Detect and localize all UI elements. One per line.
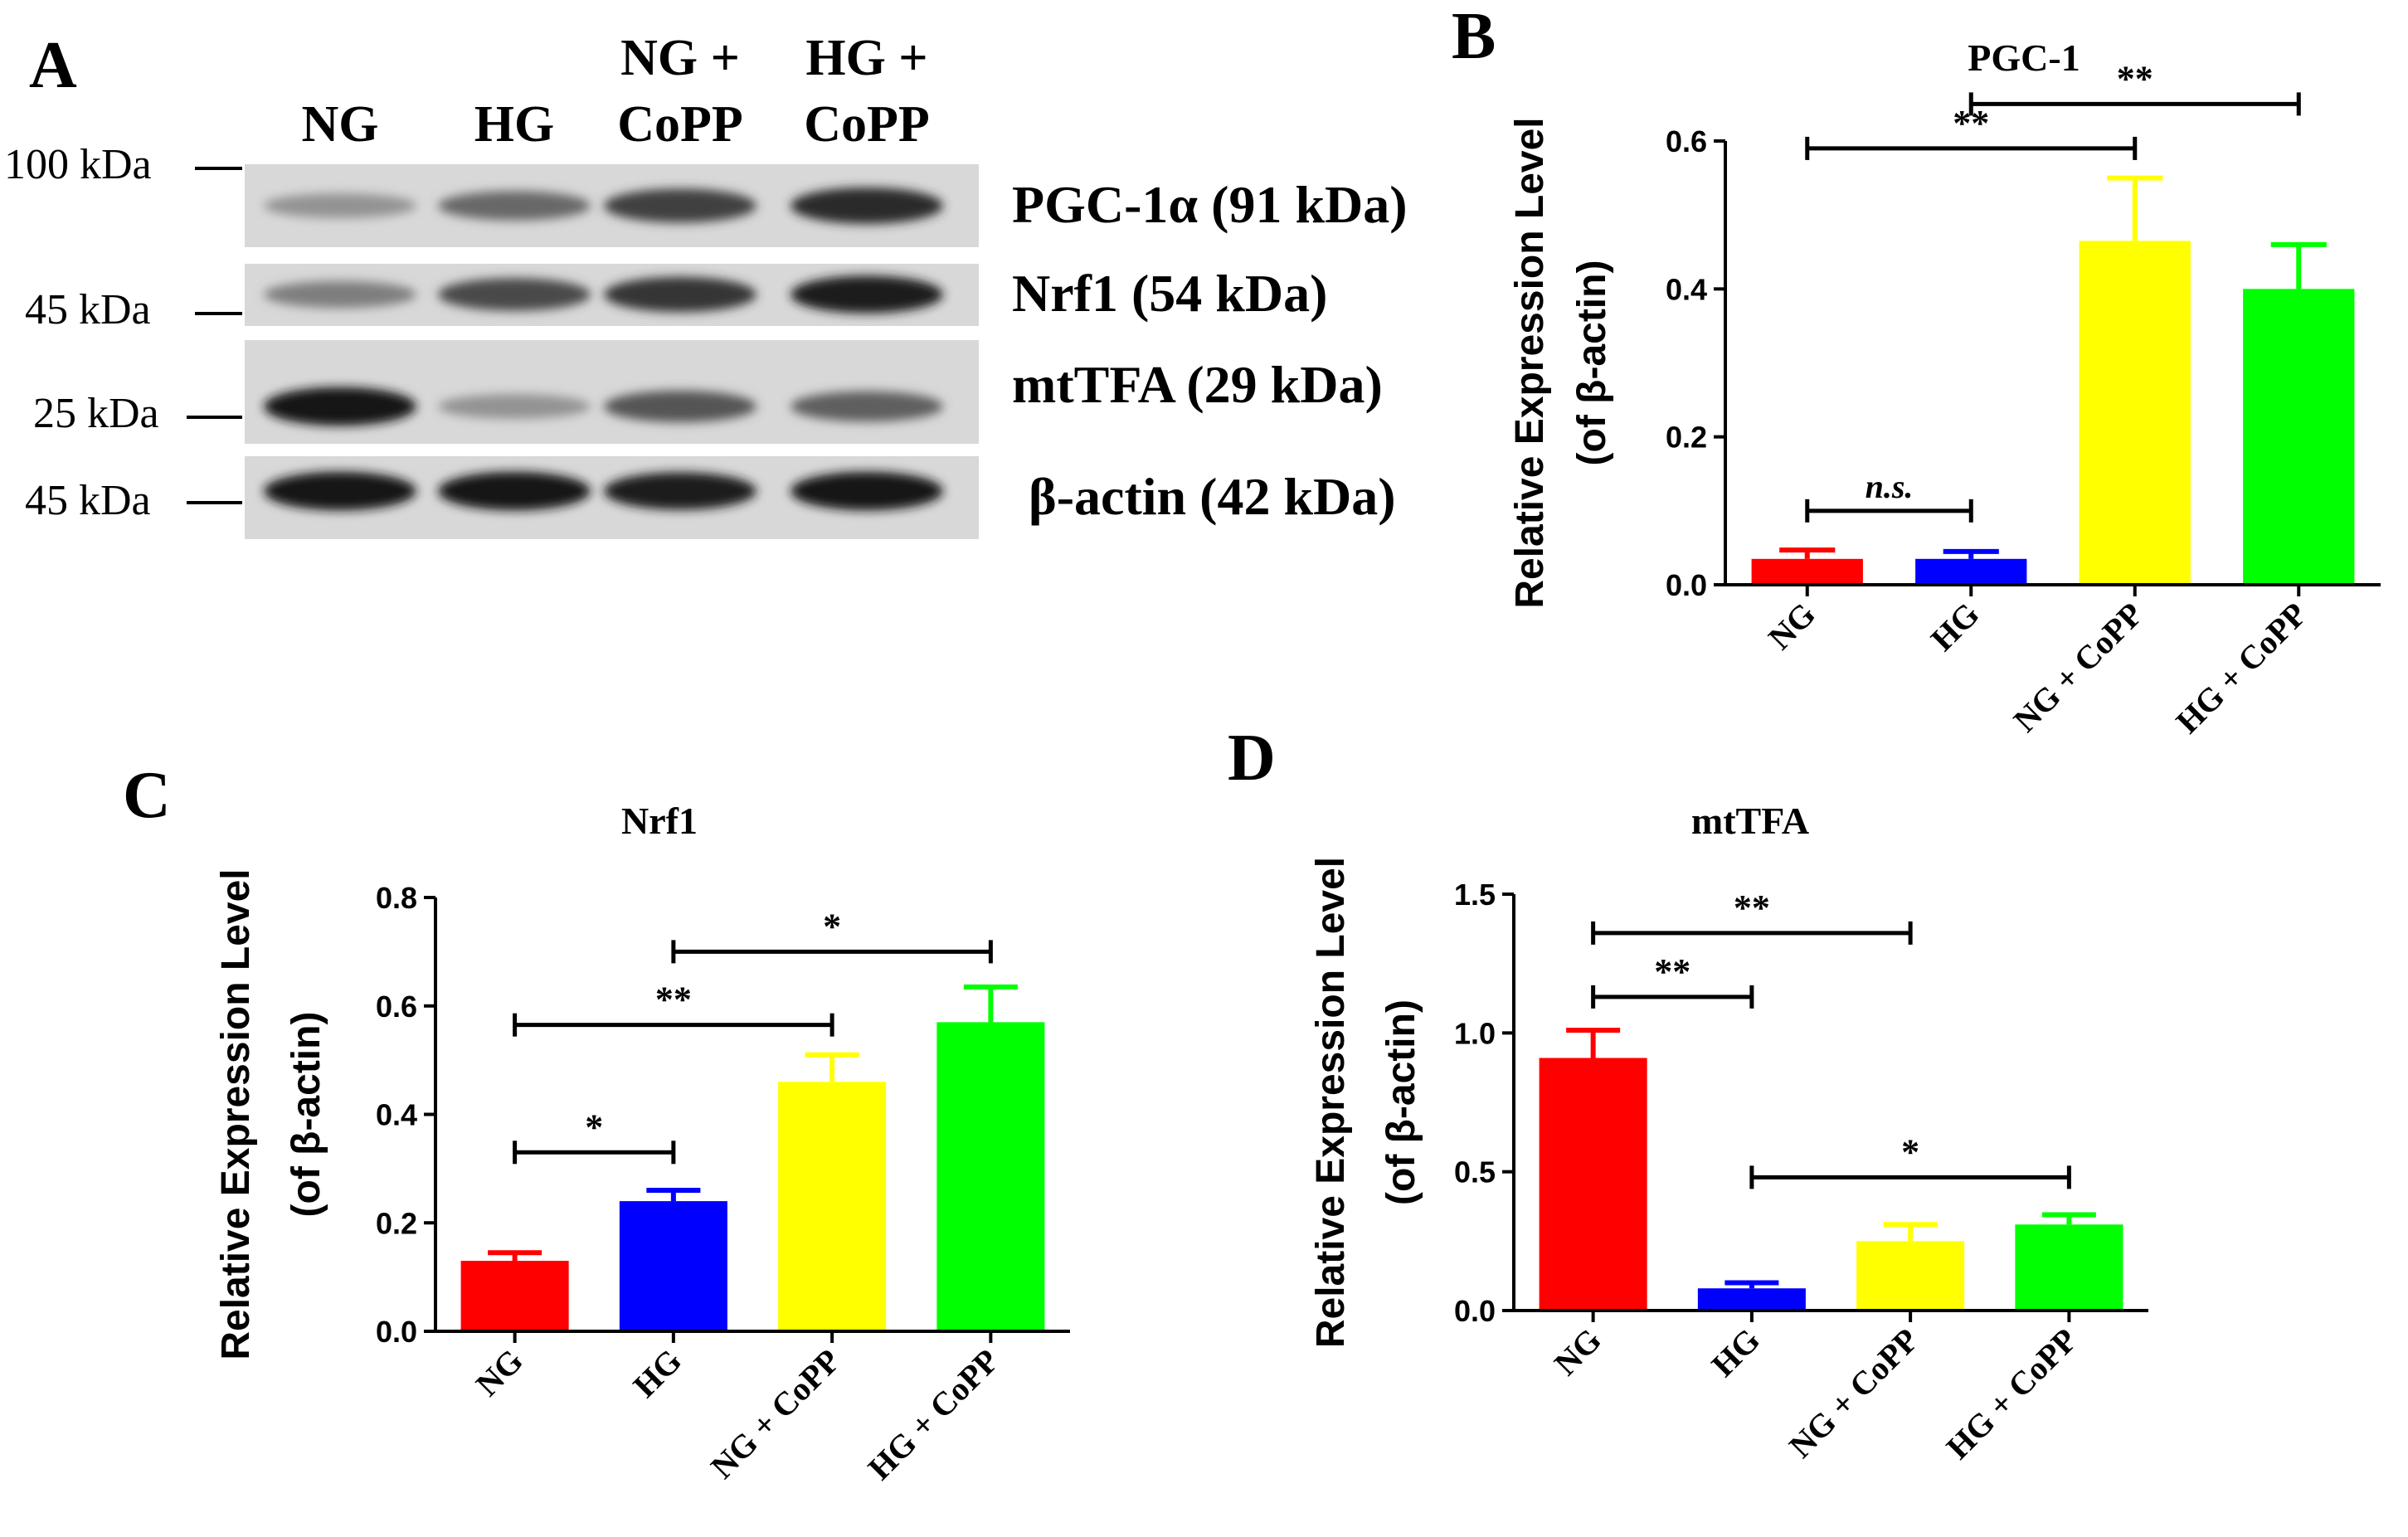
bar-ng-copp bbox=[778, 1082, 887, 1331]
significance-label: * bbox=[585, 1107, 603, 1147]
blot-band bbox=[791, 187, 943, 224]
bar-hg bbox=[1697, 1288, 1806, 1311]
blot-band bbox=[604, 472, 756, 510]
x-tick-label: HG bbox=[1924, 596, 1987, 659]
blot-band bbox=[438, 278, 591, 311]
panel-b-letter: B bbox=[1452, 0, 1496, 73]
blot-band bbox=[791, 275, 943, 314]
y-tick-label: 0.5 bbox=[1454, 1155, 1496, 1189]
chart-title: Nrf1 bbox=[621, 800, 698, 842]
significance-label: ** bbox=[2117, 58, 2153, 99]
x-tick-label: NG bbox=[1761, 596, 1822, 657]
significance-label: ** bbox=[1734, 888, 1770, 928]
blot-band bbox=[604, 188, 756, 223]
chart-b-pgc1: B PGC-1 Relative Expression Level (of β-act… bbox=[1452, 0, 2381, 741]
y-axis-label: Relative Expression Level bbox=[214, 868, 258, 1359]
y-tick-label: 0.6 bbox=[1666, 124, 1707, 158]
y-tick-label: 0.0 bbox=[376, 1315, 417, 1349]
bar-ng-copp bbox=[1856, 1241, 1965, 1311]
y-tick-label: 0.0 bbox=[1454, 1294, 1496, 1328]
y-tick-label: 0.2 bbox=[376, 1206, 417, 1240]
lane-headers: NG HG NG + CoPP HG + CoPP bbox=[302, 30, 930, 153]
y-tick-label: 0.2 bbox=[1666, 421, 1707, 455]
bar-hg bbox=[1915, 558, 2027, 585]
y-tick-label: 1.0 bbox=[1454, 1016, 1496, 1050]
significance-label: ** bbox=[655, 980, 692, 1020]
bar-hg-copp bbox=[2243, 289, 2355, 585]
x-tick-label: NG + CoPP bbox=[703, 1342, 848, 1486]
y-tick-label: 0.6 bbox=[376, 990, 417, 1024]
y-axis-label: Relative Expression Level bbox=[1309, 857, 1353, 1348]
y-tick-label: 0.0 bbox=[1666, 568, 1707, 602]
bar-hg bbox=[619, 1201, 727, 1331]
y-tick-label: 0.8 bbox=[376, 881, 417, 915]
marker-label-100kda: 100 kDa bbox=[4, 141, 152, 188]
x-tick-label: HG + CoPP bbox=[2168, 596, 2313, 741]
y-axis-label: (of β-actin) bbox=[1570, 260, 1614, 466]
lane-header-hg: HG bbox=[474, 96, 554, 153]
marker-label-45kda-a: 45 kDa bbox=[25, 286, 151, 333]
y-tick-label: 0.4 bbox=[376, 1098, 417, 1132]
blot-strips bbox=[245, 164, 979, 539]
bar-hg-copp bbox=[2015, 1224, 2123, 1311]
significance-label: * bbox=[1901, 1131, 1919, 1172]
x-tick-label: NG bbox=[1547, 1321, 1608, 1383]
x-tick-label: NG bbox=[469, 1342, 530, 1403]
marker-label-25kda: 25 kDa bbox=[33, 390, 159, 437]
blot-band bbox=[264, 471, 416, 511]
marker-label-45kda-b: 45 kDa bbox=[25, 477, 151, 524]
bar-ng bbox=[1539, 1058, 1647, 1311]
bar-ng-copp bbox=[2079, 241, 2191, 585]
blot-band bbox=[438, 191, 591, 221]
chart-title: mtTFA bbox=[1691, 800, 1809, 842]
x-tick-label: HG + CoPP bbox=[861, 1342, 1006, 1487]
lane-header-ng-copp-line2: CoPP bbox=[617, 96, 743, 153]
lane-header-ng-copp-line1: NG + bbox=[620, 30, 740, 86]
y-axis-label: (of β-actin) bbox=[1379, 1000, 1423, 1205]
blot-labels: PGC-1α (91 kDa) Nrf1 (54 kDa) mtTFA (29 … bbox=[1012, 175, 1408, 526]
blot-band bbox=[791, 471, 943, 511]
lane-header-hg-copp-line2: CoPP bbox=[804, 96, 930, 153]
bar-hg-copp bbox=[936, 1022, 1045, 1331]
significance-label: ** bbox=[1654, 951, 1690, 992]
molecular-weight-markers: 100 kDa 45 kDa 25 kDa 45 kDa bbox=[4, 141, 242, 524]
x-tick-label: NG + CoPP bbox=[1782, 1321, 1926, 1466]
x-tick-label: HG bbox=[1704, 1321, 1767, 1384]
significance-label: * bbox=[823, 906, 841, 946]
chart-c-nrf1: C Nrf1 Relative Expression Level (of β-acti… bbox=[123, 759, 1070, 1487]
blot-band bbox=[264, 280, 416, 309]
y-tick-label: 0.4 bbox=[1666, 272, 1707, 306]
blot-band bbox=[264, 193, 416, 218]
blot-band bbox=[264, 387, 416, 426]
blot-label-mttfa: mtTFA (29 kDa) bbox=[1012, 355, 1383, 414]
blot-band bbox=[604, 276, 756, 313]
bar-ng bbox=[460, 1261, 569, 1331]
blot-label-pgc1a: PGC-1α (91 kDa) bbox=[1012, 175, 1408, 234]
lane-header-ng: NG bbox=[302, 96, 379, 153]
x-tick-label: HG bbox=[625, 1342, 688, 1405]
blot-label-nrf1: Nrf1 (54 kDa) bbox=[1012, 264, 1327, 323]
x-tick-label: HG + CoPP bbox=[1939, 1321, 2085, 1466]
x-tick-label: NG + CoPP bbox=[2006, 596, 2150, 740]
panel-d-letter: D bbox=[1228, 722, 1276, 795]
blot-band bbox=[604, 390, 756, 423]
blot-band bbox=[438, 394, 591, 419]
y-axis-label: Relative Expression Level bbox=[1508, 117, 1552, 608]
blot-label-beta-actin: β-actin (42 kDa) bbox=[1029, 467, 1396, 526]
y-axis-label: (of β-actin) bbox=[285, 1012, 328, 1218]
y-tick-label: 1.5 bbox=[1454, 878, 1496, 912]
blot-band bbox=[438, 471, 591, 511]
lane-header-hg-copp-line1: HG + bbox=[805, 30, 927, 86]
panel-a-western-blot: A NG HG NG + CoPP HG + CoPP 100 kDa 45 k… bbox=[4, 29, 1408, 539]
panel-a-letter: A bbox=[29, 29, 77, 102]
significance-label: n.s. bbox=[1866, 468, 1914, 505]
blot-band bbox=[791, 391, 943, 422]
panel-c-letter: C bbox=[123, 759, 171, 832]
chart-title: PGC-1 bbox=[1968, 36, 2080, 79]
bar-ng bbox=[1751, 558, 1863, 585]
